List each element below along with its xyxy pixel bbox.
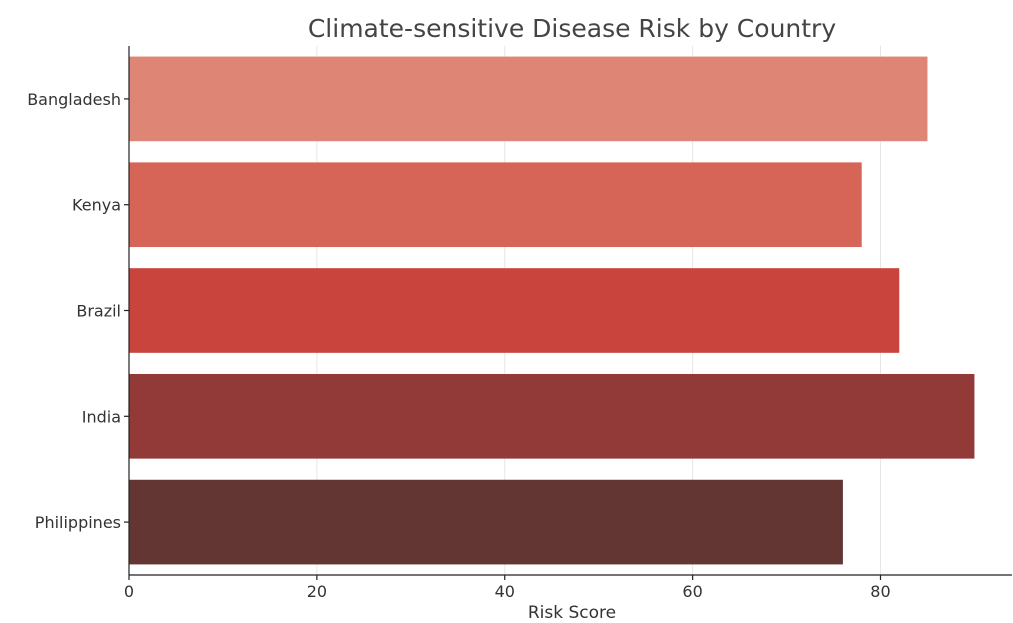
bars bbox=[129, 56, 975, 565]
x-tick-labels: 0 20 40 60 80 bbox=[124, 575, 891, 601]
bar-philippines bbox=[129, 479, 843, 565]
bar-brazil bbox=[129, 268, 900, 353]
bar-india bbox=[129, 373, 975, 459]
y-tick-label: Brazil bbox=[76, 302, 121, 321]
bar-kenya bbox=[129, 162, 862, 248]
x-tick-label: 20 bbox=[307, 582, 327, 601]
chart-title: Climate-sensitive Disease Risk by Countr… bbox=[308, 14, 836, 43]
y-tick-labels: Bangladesh Kenya Brazil India Philippines bbox=[27, 90, 129, 532]
y-tick-label: Philippines bbox=[35, 513, 121, 532]
y-tick-label: Bangladesh bbox=[27, 90, 121, 109]
x-tick-label: 0 bbox=[124, 582, 134, 601]
x-axis-label: Risk Score bbox=[528, 603, 616, 623]
bar-bangladesh bbox=[129, 56, 928, 142]
x-tick-label: 80 bbox=[870, 582, 890, 601]
x-tick-label: 60 bbox=[682, 582, 702, 601]
x-tick-label: 40 bbox=[495, 582, 515, 601]
y-tick-label: India bbox=[82, 407, 121, 426]
y-tick-label: Kenya bbox=[72, 196, 121, 215]
